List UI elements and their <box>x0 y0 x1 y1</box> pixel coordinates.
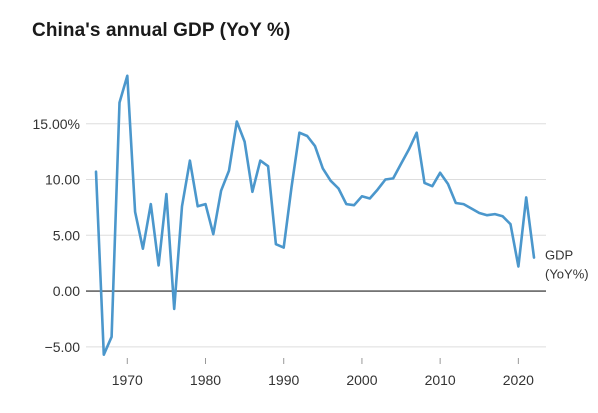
y-tick-label: 0.00 <box>53 283 80 299</box>
y-tick-label: 5.00 <box>53 227 80 243</box>
series-line <box>94 74 536 357</box>
x-tick-label: 1970 <box>112 372 143 388</box>
x-tick-label: 2010 <box>425 372 456 388</box>
x-tick-label: 1990 <box>268 372 299 388</box>
series-label: (YoY%) <box>545 267 589 282</box>
chart-title: China's annual GDP (YoY %) <box>32 20 291 41</box>
series-label: GDP <box>545 248 573 263</box>
x-tick-label: 2020 <box>503 372 534 388</box>
y-tick-label: 15.00% <box>33 116 80 132</box>
y-tick-label: 10.00 <box>45 172 80 188</box>
y-tick-label: −5.00 <box>45 339 81 355</box>
x-tick-label: 2000 <box>346 372 377 388</box>
x-tick-label: 1980 <box>190 372 221 388</box>
